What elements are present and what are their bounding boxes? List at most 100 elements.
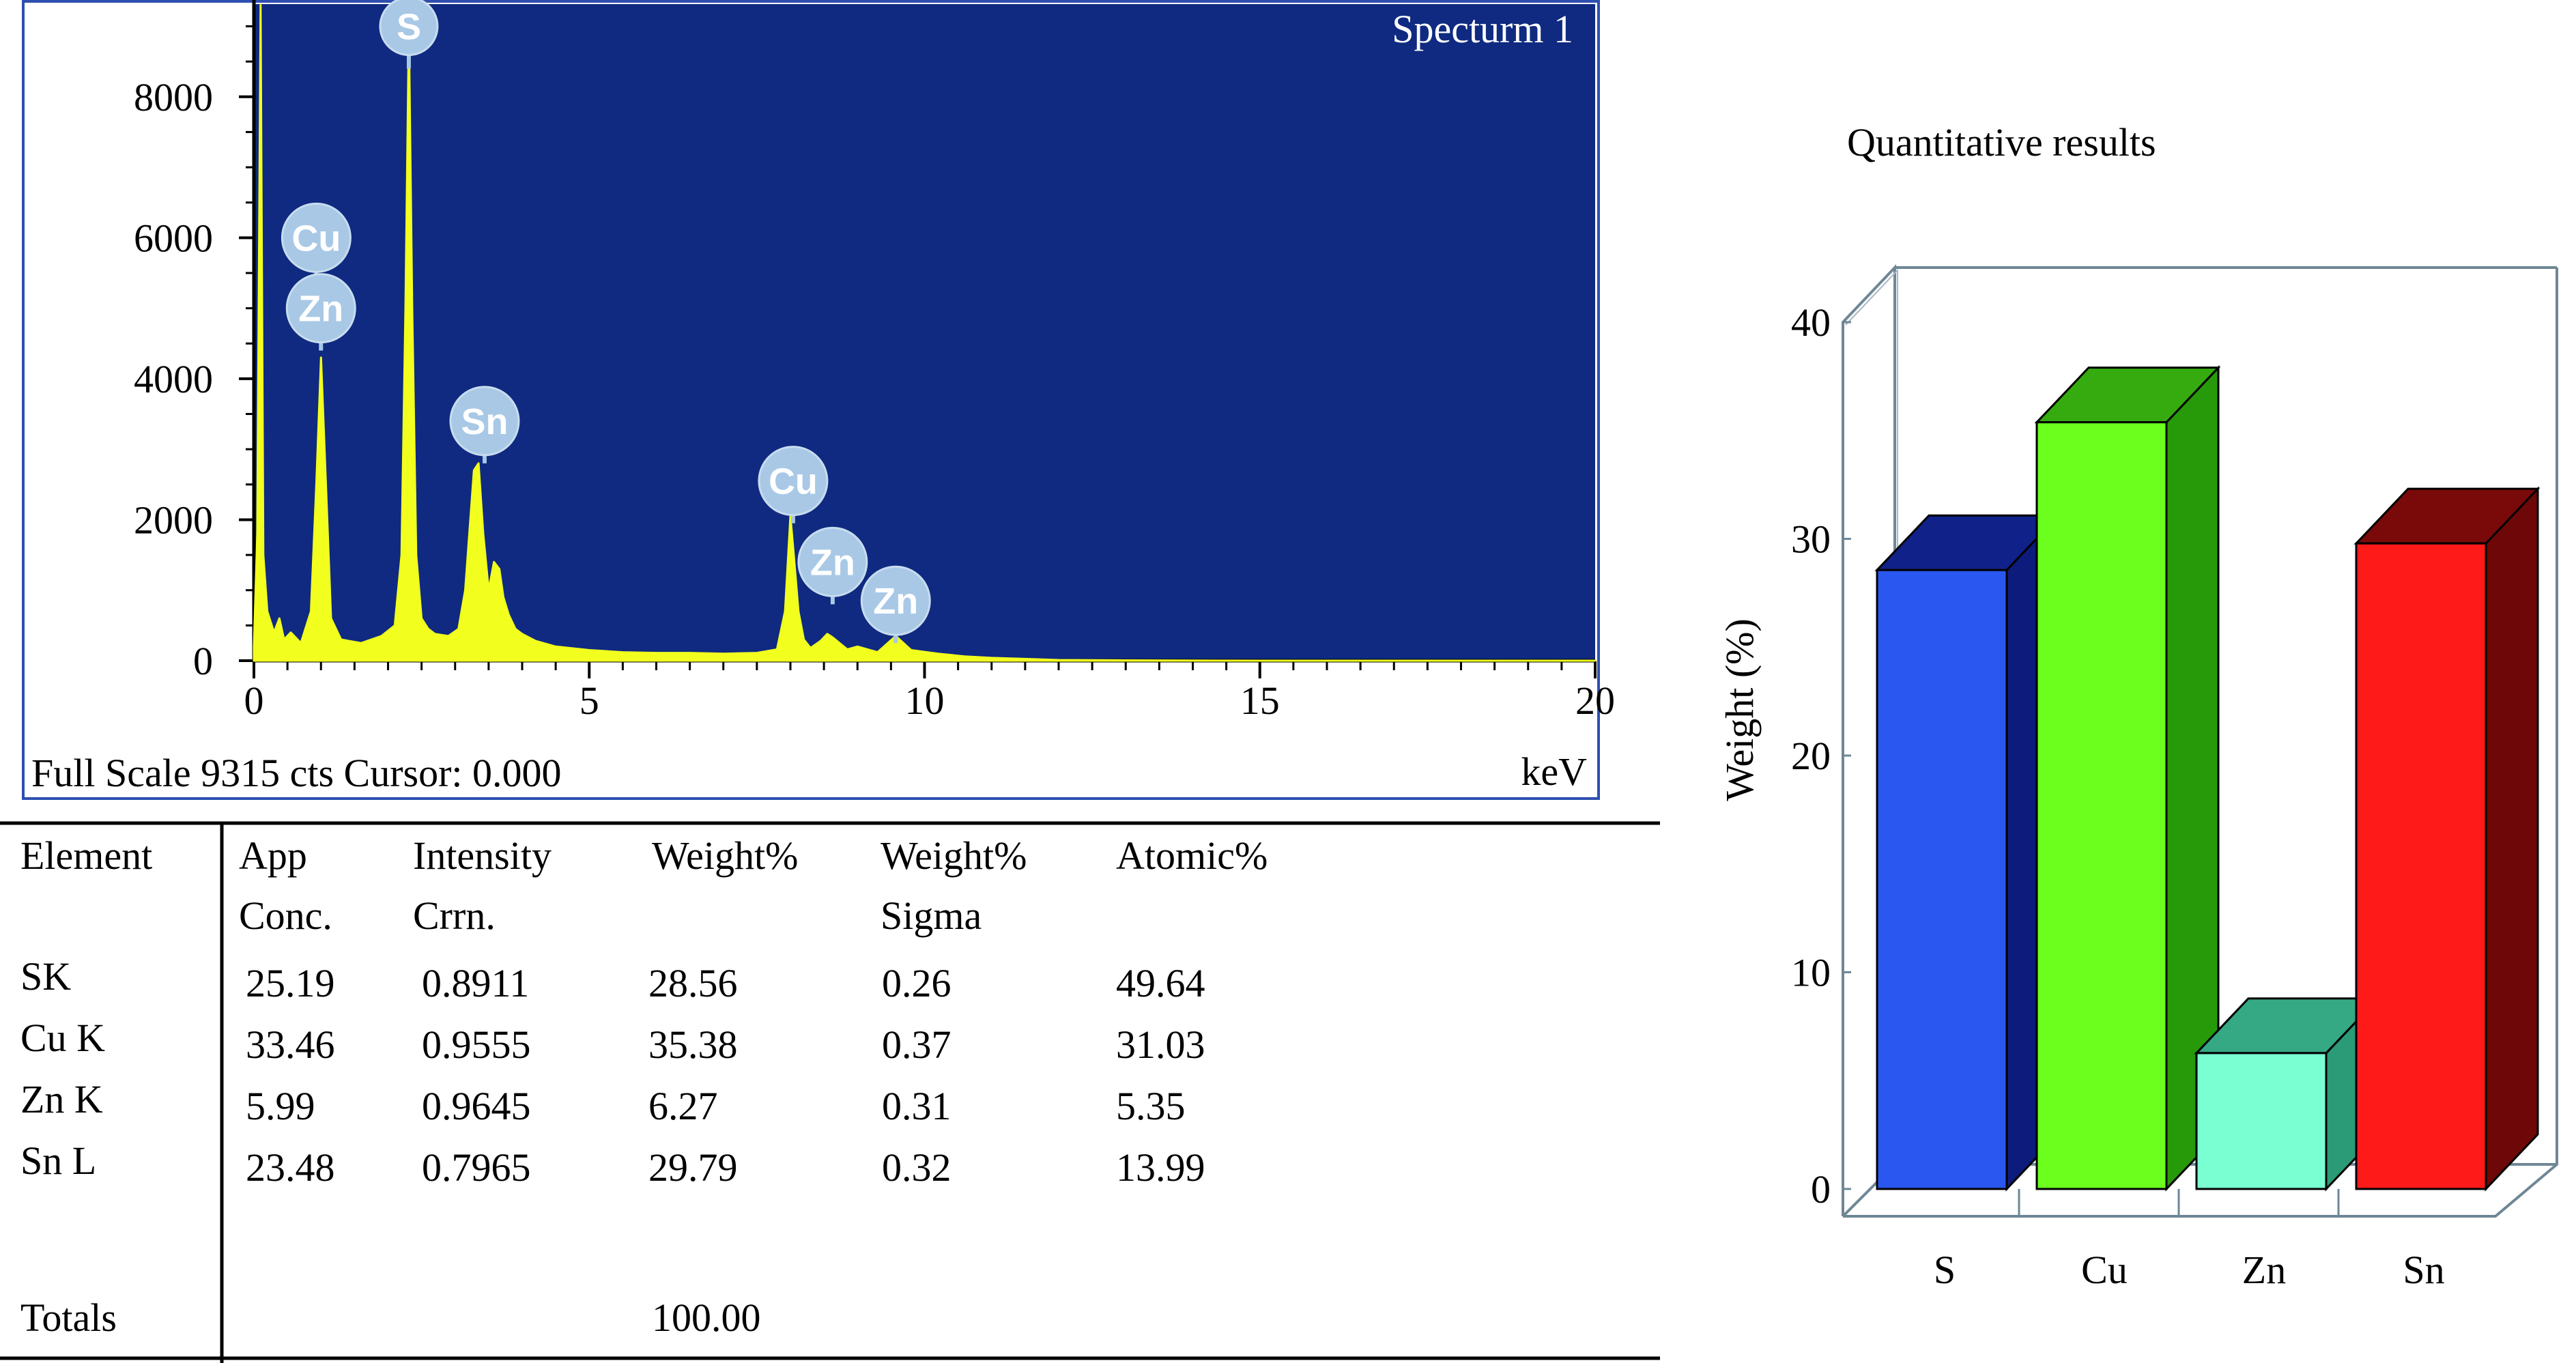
- peak-label-text: Cu: [769, 461, 818, 502]
- table-header-cell: Crrn.: [413, 893, 496, 938]
- table-cell: 6.27: [648, 1084, 718, 1128]
- table-cell: 35.38: [648, 1022, 738, 1067]
- peak-label: Zn: [285, 273, 356, 351]
- bar-group: [1874, 364, 2541, 1192]
- bar-x-label: Zn: [2242, 1248, 2286, 1292]
- spectrum-y-tick-label: 6000: [134, 216, 213, 260]
- bar-y-tick-label: 20: [1791, 734, 1831, 778]
- spectrum-x-tick-label: 0: [244, 678, 264, 723]
- table-header-cell: Weight%: [652, 833, 798, 878]
- peak-label-badge: [758, 446, 829, 517]
- spectrum-y-tick-label: 2000: [134, 498, 213, 542]
- table-header-cell: Sigma: [881, 893, 982, 938]
- table-cell: 23.48: [246, 1145, 335, 1190]
- table-row-element: Cu K: [20, 1016, 105, 1060]
- peak-label-text: S: [397, 7, 421, 48]
- spectrum-curve: [253, 4, 1597, 662]
- peak-label-text: Cu: [291, 218, 341, 259]
- spectrum-x-tick-label: 15: [1240, 678, 1280, 723]
- peak-label: Cu: [758, 446, 829, 523]
- peak-label-text: Zn: [810, 542, 855, 583]
- bar-x-label: S: [1934, 1248, 1956, 1292]
- peak-label-badge: [281, 202, 352, 273]
- bar-y-tick-label: 30: [1791, 517, 1831, 562]
- table-row: Sn L 23.48 0.7965 29.79 0.32 13.99: [20, 1138, 1205, 1190]
- table-header-cell: Element: [20, 833, 152, 878]
- table-cell: 0.32: [882, 1145, 951, 1190]
- spectrum-footer: Full Scale 9315 cts Cursor: 0.000: [31, 751, 562, 795]
- table-cell: 0.9555: [422, 1022, 531, 1067]
- table-cell: 0.31: [882, 1084, 951, 1128]
- table-cell: 5.99: [246, 1084, 315, 1128]
- table-cell: 28.56: [648, 961, 738, 1005]
- spectrum-title: Specturm 1: [1392, 7, 1573, 51]
- peak-label: S: [379, 0, 439, 69]
- table-cell: 0.8911: [422, 961, 529, 1005]
- bar-front-face: [2355, 542, 2487, 1190]
- spectrum-x-tick-label: 20: [1575, 678, 1615, 723]
- bar-y-axis-label: Weight (%): [1717, 618, 1762, 801]
- table-cell: 0.26: [882, 961, 951, 1005]
- spectrum-x-tick-label: 5: [579, 678, 599, 723]
- bar-cu: [2034, 364, 2221, 1192]
- peak-label: Sn: [449, 386, 520, 463]
- peak-labels: S Cu Zn Sn Cu Zn Zn: [281, 0, 931, 644]
- spectrum-x-unit: keV: [1521, 749, 1587, 794]
- table-cell: 31.03: [1116, 1022, 1205, 1067]
- bar-chart-panel: Quantitative results 0 10 20 30 40 S Cu Zn Sn W…: [1717, 120, 2558, 1292]
- table-cell: 0.9645: [422, 1084, 531, 1128]
- table-cell: 49.64: [1116, 961, 1205, 1005]
- results-table: Element App Conc. Intensity Crrn. Weight% Weig…: [0, 821, 1660, 1363]
- bar-zn: [2194, 996, 2381, 1192]
- spectrum-y-tick-label: 0: [193, 639, 213, 683]
- table-row: Zn K 5.99 0.9645 6.27 0.31 5.35: [20, 1077, 1186, 1128]
- bar-chart-title: Quantitative results: [1847, 120, 2156, 164]
- spectrum-y-ticks: 0 2000 4000 6000 8000: [134, 25, 254, 683]
- table-cell: 33.46: [246, 1022, 335, 1067]
- bar-x-labels: S Cu Zn Sn: [1934, 1248, 2445, 1292]
- peak-label-badge: [449, 386, 520, 457]
- bar-sn: [2353, 486, 2541, 1192]
- table-totals-label: Totals: [20, 1295, 117, 1340]
- peak-label-badge: [285, 273, 356, 344]
- peak-label: Zn: [797, 526, 868, 605]
- spectrum-panel: 0 2000 4000 6000 8000 0 5 10 15 20 S Cu Zn Sn Cu Zn Zn…: [22, 0, 1615, 800]
- spectrum-x-ticks: 0 5 10 15 20: [244, 661, 1615, 723]
- table-header-cell: Conc.: [239, 893, 332, 938]
- bar-x-label: Sn: [2403, 1248, 2444, 1292]
- bar-y-tick-label: 10: [1791, 951, 1831, 995]
- peak-label-badge: [797, 526, 868, 597]
- bar-s: [1874, 513, 2061, 1192]
- peak-label-text: Sn: [461, 401, 508, 442]
- table-totals-weight: 100.00: [652, 1295, 761, 1340]
- bar-y-tick-label: 0: [1811, 1167, 1831, 1211]
- table-row-element: SK: [20, 954, 71, 999]
- bar-side-face: [2485, 486, 2539, 1192]
- spectrum-x-tick-label: 10: [905, 678, 945, 723]
- table-cell: 29.79: [648, 1145, 738, 1190]
- table-cell: 25.19: [246, 961, 335, 1005]
- bar-x-label: Cu: [2081, 1248, 2128, 1292]
- table-body: Element App Conc. Intensity Crrn. Weight% Weig…: [20, 833, 1268, 1340]
- bar-front-face: [1876, 569, 2008, 1190]
- peak-label-badge: [860, 565, 931, 636]
- table-row-element: Zn K: [20, 1077, 103, 1121]
- peak-label-badge: [379, 0, 439, 57]
- table-cell: 0.7965: [422, 1145, 531, 1190]
- bar-category-dividers: [2018, 1189, 2340, 1216]
- spectrum-y-tick-label: 4000: [134, 357, 213, 401]
- bar-front-face: [2035, 421, 2168, 1190]
- peak-label: Zn: [860, 565, 931, 644]
- table-header-cell: Atomic%: [1116, 833, 1268, 878]
- spectrum-curve-group: [253, 4, 1597, 662]
- table-row: Cu K 33.46 0.9555 35.38 0.37 31.03: [20, 1016, 1205, 1067]
- table-header-cell: Weight%: [881, 833, 1027, 878]
- table-header-cell: Intensity: [413, 833, 552, 878]
- table-cell: 13.99: [1116, 1145, 1205, 1190]
- spectrum-plot-background: [254, 4, 1595, 661]
- bar-y-ticks: 0 10 20 30 40: [1791, 300, 1851, 1211]
- table-row-element: Sn L: [20, 1138, 96, 1183]
- table-row: SK 25.19 0.8911 28.56 0.26 49.64: [20, 954, 1205, 1005]
- bar-front-face: [2195, 1052, 2328, 1190]
